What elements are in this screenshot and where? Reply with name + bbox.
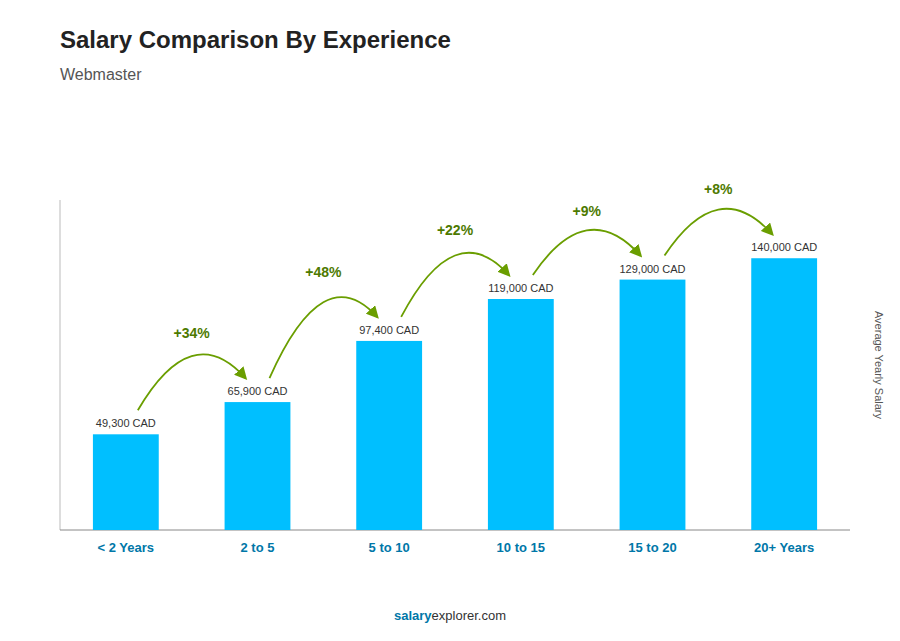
data-label: 119,000 CAD xyxy=(488,282,553,294)
footer-part: salary xyxy=(394,608,432,623)
x-tick-label: < 2 Years xyxy=(98,540,155,555)
data-label: 65,900 CAD xyxy=(228,385,288,397)
x-tick-label: 20+ Years xyxy=(754,540,814,555)
subtitle: Webmaster xyxy=(60,66,142,83)
bar xyxy=(620,280,686,530)
data-label: 49,300 CAD xyxy=(96,417,156,429)
footer-part: explorer.com xyxy=(432,608,506,623)
x-axis-line xyxy=(60,530,850,531)
title: Salary Comparison By Experience xyxy=(60,26,451,53)
x-tick-label: 15 to 20 xyxy=(628,540,676,555)
annotation: +9% xyxy=(572,203,601,219)
bar xyxy=(751,258,817,530)
y-axis-line xyxy=(60,200,61,530)
data-label: 129,000 CAD xyxy=(619,263,685,275)
bar xyxy=(488,299,554,530)
change-arrow xyxy=(138,354,246,410)
x-tick-label: 10 to 15 xyxy=(497,540,545,555)
change-arrow xyxy=(401,253,509,317)
change-arrow xyxy=(270,297,378,378)
annotation: +22% xyxy=(437,222,474,238)
y-axis-label: Average Yearly Salary xyxy=(873,311,885,420)
change-arrow xyxy=(533,230,641,275)
change-arrow xyxy=(665,209,773,256)
annotation: +48% xyxy=(305,264,342,280)
data-label: 140,000 CAD xyxy=(751,241,817,253)
footer: salaryexplorer.com xyxy=(394,608,506,623)
bars xyxy=(93,258,817,530)
annotation: +34% xyxy=(174,325,211,341)
bar xyxy=(356,341,422,530)
annotation: +8% xyxy=(704,181,733,197)
bar xyxy=(93,434,159,530)
data-label: 97,400 CAD xyxy=(359,324,419,336)
bar xyxy=(225,402,291,530)
chart: Salary Comparison By Experience Webmaster… xyxy=(0,0,900,641)
x-tick-label: 5 to 10 xyxy=(369,540,410,555)
x-tick-label: 2 to 5 xyxy=(241,540,275,555)
